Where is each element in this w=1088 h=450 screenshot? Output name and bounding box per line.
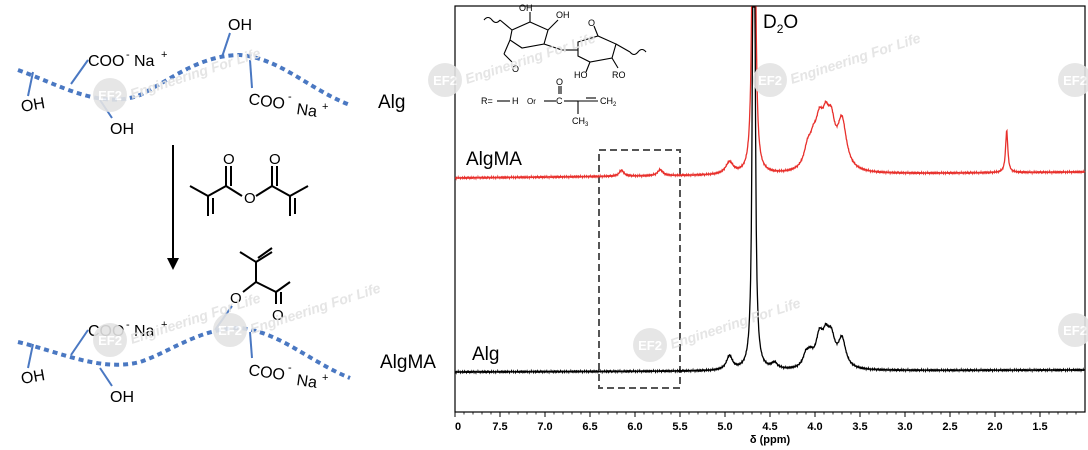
- x-tick-label: 6.5: [582, 421, 597, 433]
- sodium-label: Na: [295, 101, 318, 121]
- structure-text: CH2: [600, 96, 617, 108]
- x-tick-label: 2.5: [942, 421, 957, 433]
- watermark-logo-text: EF2: [1063, 73, 1087, 88]
- sodium-charge: +: [322, 372, 328, 384]
- carboxylate-charge: -: [126, 319, 130, 331]
- watermark-logo-text: EF2: [433, 73, 457, 88]
- x-tick-label: 7.0: [537, 421, 552, 433]
- structure-text: CH3: [572, 116, 589, 128]
- carboxylate-charge: -: [288, 362, 292, 374]
- watermark-text: Engineering For Life: [668, 295, 803, 352]
- alginate-chain-top: OH COO - Na + OH OH COO - Na + Alg: [17, 17, 405, 138]
- x-tick-label: 1.5: [1032, 421, 1047, 433]
- watermark-logo-text: EF2: [1063, 323, 1087, 338]
- series-label-alg: Alg: [472, 344, 499, 365]
- oxygen-label: O: [230, 290, 242, 307]
- carboxylate-charge: -: [288, 91, 292, 103]
- x-tick-label: 4.0: [807, 421, 822, 433]
- solvent-label: D2O: [763, 12, 798, 36]
- methacrylate-ester-structure: O O: [230, 247, 291, 324]
- structure-text: O: [588, 18, 595, 28]
- watermark-logo-icon: [213, 313, 247, 347]
- sodium-label: Na: [134, 53, 155, 70]
- oxygen-label: O: [269, 151, 281, 168]
- carboxylate-label: COO: [247, 362, 285, 384]
- hydroxyl-label: OH: [110, 389, 134, 406]
- chain-name-alg: Alg: [378, 92, 405, 113]
- sodium-charge: +: [161, 49, 167, 61]
- watermark-logo-text: EF2: [218, 323, 242, 338]
- alginate-structure-inset: OH OH O O HO RO R= H Or C O CH2 CH3: [481, 3, 647, 128]
- spectra-lines: [454, 6, 1086, 375]
- watermark-layer: EF2 Engineering For Life EF2 Engineering Fo…: [93, 30, 1088, 362]
- methacrylic-anhydride-structure: O O O: [189, 151, 309, 216]
- watermark-logo-icon: [93, 78, 127, 112]
- carboxylate-charge: -: [126, 49, 130, 61]
- x-tick-label: 0: [455, 421, 461, 433]
- watermark-logo-text: EF2: [98, 333, 122, 348]
- structure-text: C: [556, 96, 563, 106]
- alginate-backbone-top: [17, 52, 351, 107]
- watermark-logo-icon: [93, 323, 127, 357]
- structure-text: OH: [556, 10, 570, 20]
- watermark-logo-icon: [1058, 63, 1088, 97]
- watermark: EF2 Engineering For Life: [753, 30, 923, 97]
- spectrum-line-alg: [454, 6, 1086, 375]
- oxygen-label: O: [223, 151, 235, 168]
- structure-text: OH: [519, 3, 533, 13]
- hydroxyl-label: OH: [228, 17, 252, 34]
- carboxylate-label: COO: [247, 91, 285, 113]
- alginate-backbone-bottom: [17, 325, 351, 380]
- structure-text: RO: [612, 70, 626, 80]
- reaction-scheme: OH COO - Na + OH OH COO - Na + Alg: [17, 17, 436, 406]
- watermark: EF2 Engineering For Life: [633, 295, 803, 362]
- hydroxyl-label: OH: [110, 121, 134, 138]
- series-label-algma: AlgMA: [466, 149, 522, 170]
- spectrum-line-algma: [454, 6, 1086, 181]
- structure-text: HO: [574, 70, 588, 80]
- watermark-logo-text: EF2: [638, 338, 662, 353]
- watermark-logo-text: EF2: [98, 88, 122, 103]
- reaction-arrow: [167, 145, 179, 270]
- structure-text: O: [556, 77, 563, 87]
- watermark-logo-icon: [1058, 313, 1088, 347]
- chain-name-algma: AlgMA: [380, 352, 436, 373]
- x-tick-label: 2.0: [987, 421, 1002, 433]
- oxygen-label: O: [244, 190, 256, 207]
- x-tick-label: 6.0: [627, 421, 642, 433]
- highlight-box: [598, 149, 681, 389]
- sodium-charge: +: [161, 319, 167, 331]
- svg-text:D2O: D2O: [763, 12, 798, 36]
- oxygen-label: O: [272, 307, 284, 324]
- x-tick-label: 5.0: [717, 421, 732, 433]
- r-group-label: R=: [481, 96, 493, 106]
- x-tick-label: 4.5: [762, 421, 777, 433]
- nmr-spectrum-panel: AlgMA Alg D2O OH OH O O HO: [454, 3, 1086, 446]
- x-tick-label: 3.0: [897, 421, 912, 433]
- watermark-logo-icon: [633, 328, 667, 362]
- r-group-h: H: [512, 96, 519, 106]
- x-axis: 0 7.5 7.0 6.5 6.0 5.5 5.0 4.5 4.0 3.5 3.0 2.5 2.0 1.5: [454, 412, 1077, 433]
- carboxylate-label: COO: [88, 53, 124, 70]
- structure-text: O: [512, 64, 519, 74]
- watermark-logo-icon: [753, 63, 787, 97]
- sodium-label: Na: [134, 323, 155, 340]
- x-tick-label: 7.5: [492, 421, 507, 433]
- x-tick-label: 5.5: [672, 421, 687, 433]
- watermark-logo-text: EF2: [758, 73, 782, 88]
- hydroxyl-label: OH: [20, 95, 47, 116]
- watermark-logo-icon: [428, 63, 462, 97]
- x-tick-label: 3.5: [852, 421, 867, 433]
- x-axis-label: δ (ppm): [750, 434, 791, 446]
- r-group-or: Or: [527, 97, 536, 106]
- hydroxyl-label: OH: [20, 367, 47, 388]
- sodium-charge: +: [322, 101, 328, 113]
- watermark-text: Engineering For Life: [788, 30, 923, 87]
- sodium-label: Na: [295, 372, 318, 392]
